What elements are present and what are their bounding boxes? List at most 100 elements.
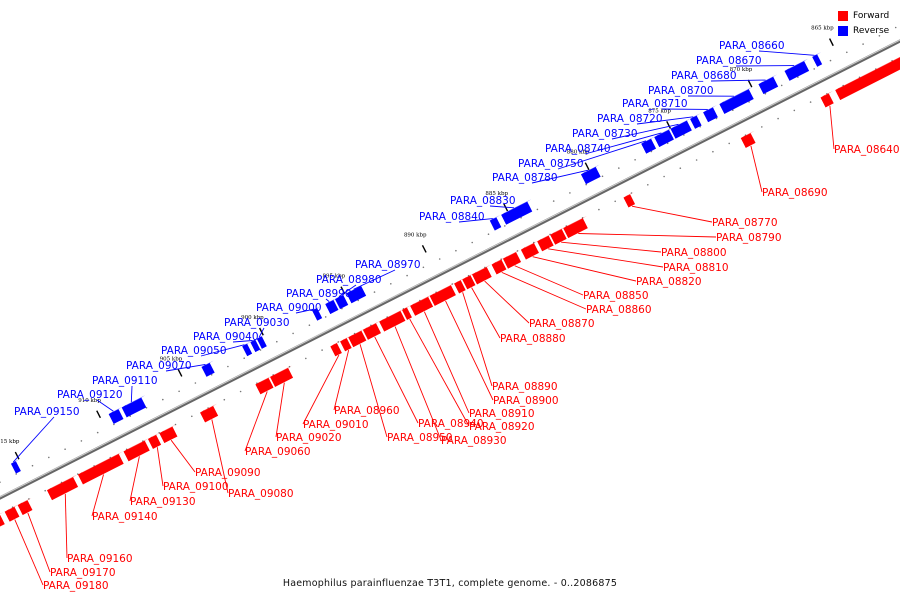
forward-gene-label: PARA_08870 [529,318,595,330]
guide-dot [276,340,278,343]
forward-gene [454,277,466,294]
forward-gene-label: PARA_09140 [92,511,158,523]
forward-gene [379,308,406,332]
guide-dot [630,192,633,194]
forward-gene [820,91,834,108]
forward-gene-label: PARA_09080 [228,488,294,500]
forward-gene [550,226,567,245]
forward-gene-label: PARA_08820 [636,276,702,288]
reverse-leader [710,79,766,82]
tick-label: 890 kbp [404,232,427,238]
forward-leader [359,344,388,438]
forward-leader [211,419,229,494]
genome-backbone [0,39,900,500]
reverse-gene [670,118,692,139]
reverse-gene-label: PARA_08670 [696,55,762,67]
legend-reverse: Reverse [838,23,900,38]
guide-dot [618,167,620,169]
forward-gene [462,272,476,290]
forward-leader [244,391,268,452]
forward-gene-label: PARA_08860 [586,304,652,316]
forward-leader [484,280,530,324]
forward-swatch [838,10,848,21]
guide-dot [305,357,307,360]
forward-gene [123,438,150,462]
reverse-gene-label: PARA_08720 [597,113,663,125]
forward-gene [503,249,522,269]
forward-leader [275,382,285,438]
guide-dot [44,489,46,492]
forward-gene-label: PARA_09090 [195,467,261,479]
backbone-line [0,39,900,500]
reverse-gene [641,136,657,154]
guide-dot [194,382,197,384]
label-leaders [12,50,835,586]
tick-mark [258,327,264,336]
forward-gene-label: PARA_09180 [43,580,109,592]
guide-dot [777,117,779,120]
forward-gene-label: PARA_08880 [500,333,566,345]
forward-gene-label: PARA_08940 [418,418,484,430]
forward-gene-label: PARA_08920 [469,421,535,433]
forward-gene [200,403,219,423]
reverse-leader [636,116,694,125]
reverse-gene-label: PARA_08780 [492,172,558,184]
forward-gene [47,474,79,501]
guide-dot [210,374,213,376]
gene-layer [0,52,900,527]
legend: Forward Reverse [838,8,900,38]
guide-dot [0,481,1,483]
reverse-gene-label: PARA_08700 [648,85,714,97]
guide-dot [243,357,245,360]
tick-label: 885 kbp [485,191,508,197]
reverse-leader [353,269,396,290]
strand-guide-dots [0,26,897,509]
reverse-gene-label: PARA_08750 [518,158,584,170]
guide-dot [585,183,587,186]
guide-dot [647,184,649,186]
forward-gene-label: PARA_08950 [387,432,453,444]
forward-leader [394,326,442,441]
tick-mark [177,369,183,377]
reverse-gene-label: PARA_08980 [316,274,382,286]
guide-dot [552,200,555,202]
guide-dot [239,390,242,393]
forward-gene [148,432,162,449]
forward-gene [362,320,382,340]
figure-caption: Haemophilus parainfluenzae T3T1, complet… [282,578,618,589]
reverse-swatch [838,25,848,36]
tick-mark [747,79,753,88]
reverse-gene [312,305,323,321]
forward-leader [631,205,713,223]
guide-dot [64,448,66,451]
legend-forward: Forward [838,8,900,23]
forward-leader [91,474,104,517]
guide-dot [846,51,848,54]
guide-dot [324,316,327,318]
reverse-gene-label: PARA_09120 [57,389,123,401]
forward-gene-label: PARA_09100 [163,481,229,493]
guide-dot [809,101,812,103]
forward-gene-label: PARA_08690 [762,187,828,199]
forward-gene-label: PARA_08910 [469,408,535,420]
reverse-leader [611,123,679,140]
forward-gene-label: PARA_08810 [663,262,729,274]
forward-leader [445,300,494,401]
forward-gene [520,240,539,260]
reverse-gene [719,86,754,114]
guide-dot [712,150,714,153]
reverse-gene [489,214,502,231]
guide-dot [728,142,730,145]
reverse-gene [121,395,147,418]
reverse-gene [256,334,267,349]
forward-gene [0,511,5,527]
guide-dot [455,249,457,252]
forward-gene-label: PARA_08790 [716,232,782,244]
reverse-leader [130,385,133,403]
reverse-gene [812,52,823,67]
forward-leader [27,512,51,573]
reverse-gene-label: PARA_09050 [161,345,227,357]
reverse-gene-label: PARA_09070 [126,360,192,372]
forward-gene [17,497,33,515]
reverse-leader [584,132,662,155]
